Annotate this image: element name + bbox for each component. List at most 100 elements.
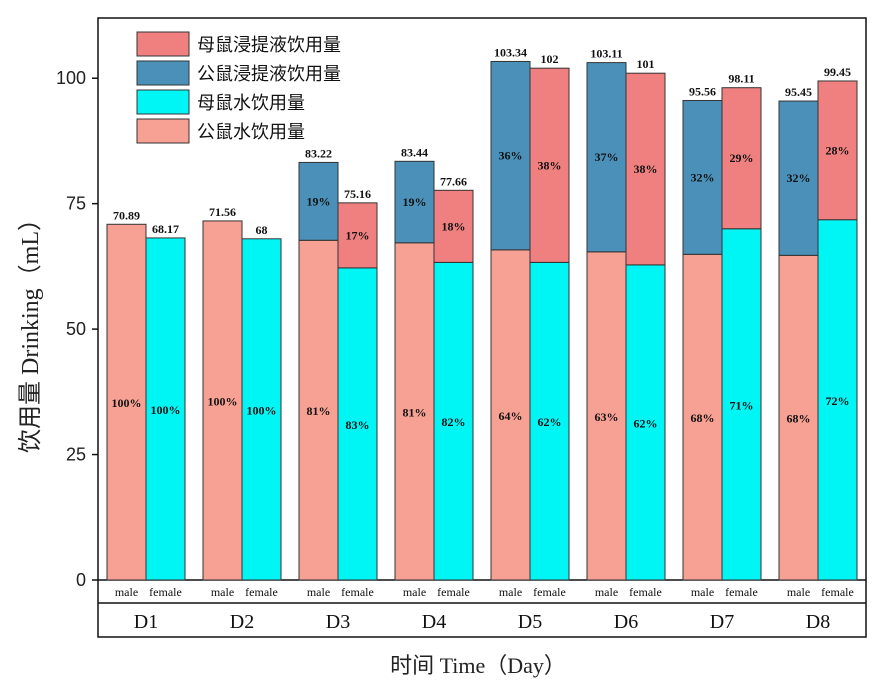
sex-sub-label: female (821, 585, 854, 599)
water-percent-label: 81% (403, 405, 427, 419)
water-percent-label: 71% (730, 398, 754, 412)
bar-total-label: 103.11 (590, 47, 622, 61)
sex-sub-label: male (211, 585, 234, 599)
y-tick-label: 25 (66, 445, 86, 465)
bar-water-female (817, 219, 858, 581)
bar-water-male (394, 242, 435, 581)
legend-swatch (136, 89, 190, 115)
extract-percent-label: 19% (403, 195, 427, 209)
day-category-label: D5 (518, 611, 542, 633)
day-category-label: D4 (422, 611, 446, 633)
bar-extract-female (721, 87, 762, 230)
water-percent-label: 64% (499, 409, 523, 423)
sex-sub-label: male (691, 585, 714, 599)
bar-total-label: 99.45 (824, 65, 851, 79)
extract-percent-label: 18% (442, 219, 466, 233)
sex-sub-label: female (725, 585, 758, 599)
extract-percent-label: 29% (730, 151, 754, 165)
water-percent-label: 62% (634, 416, 658, 430)
legend-entry-label: 公鼠水饮用量 (197, 122, 305, 143)
extract-percent-label: 32% (787, 171, 811, 185)
bar-water-male (202, 220, 243, 581)
x-axis-label: 时间 Time（Day） (390, 653, 566, 678)
day-category-label: D6 (614, 611, 638, 633)
water-percent-label: 100% (112, 396, 142, 410)
bar-total-label: 70.89 (113, 208, 140, 222)
extract-percent-label: 19% (307, 194, 331, 208)
sex-sub-label: female (437, 585, 470, 599)
water-percent-label: 62% (538, 415, 562, 429)
legend-swatch (136, 118, 190, 144)
sex-sub-label: female (629, 585, 662, 599)
bar-extract-male (490, 60, 531, 251)
water-percent-label: 100% (208, 394, 238, 408)
legend-entry-label: 公鼠浸提液饮用量 (197, 64, 341, 85)
x-axis: male female male female male female male female… (115, 585, 854, 633)
bar-extract-female (337, 202, 378, 269)
legend-entry-label: 母鼠浸提液饮用量 (197, 35, 341, 56)
day-category-label: D8 (806, 611, 830, 633)
bar-total-label: 95.56 (689, 84, 716, 98)
legend-swatch (136, 31, 190, 57)
y-axis: 0 25 50 75 100 (56, 68, 98, 590)
sex-sub-label: male (115, 585, 138, 599)
bar-water-male (586, 251, 627, 581)
extract-percent-label: 38% (634, 162, 658, 176)
bar-extract-female (817, 80, 858, 221)
legend-swatch (136, 60, 190, 86)
legend-entry-label: 母鼠水饮用量 (197, 93, 305, 114)
bar-water-female (241, 238, 282, 581)
water-percent-label: 63% (595, 410, 619, 424)
day-category-label: D7 (710, 611, 734, 633)
extract-percent-label: 36% (499, 149, 523, 163)
water-percent-label: 81% (307, 404, 331, 418)
bar-total-label: 68 (256, 223, 268, 237)
bar-water-female (145, 237, 186, 581)
sex-sub-label: female (149, 585, 182, 599)
bar-water-male (490, 249, 531, 581)
bar-total-label: 83.44 (401, 145, 428, 159)
water-percent-label: 83% (346, 418, 370, 432)
bar-labels: 70.89 100% 68.17 100% 71.56 100% 68 100% 83.22 81… (112, 45, 852, 432)
sex-sub-label: female (341, 585, 374, 599)
bar-total-label: 103.34 (494, 45, 527, 59)
sex-sub-label: male (787, 585, 810, 599)
bar-total-label: 95.45 (785, 85, 812, 99)
bar-total-label: 102 (541, 52, 559, 66)
extract-percent-label: 37% (595, 150, 619, 164)
sex-sub-label: male (499, 585, 522, 599)
day-category-label: D2 (230, 611, 254, 633)
bar-extract-female (625, 72, 666, 266)
plot-border (97, 17, 867, 638)
bar-water-female (721, 228, 762, 581)
bar-total-label: 75.16 (344, 187, 371, 201)
extract-percent-label: 17% (346, 228, 370, 242)
y-axis-label: 饮用量 Drinking（mL） (17, 207, 44, 453)
bar-total-label: 71.56 (209, 205, 236, 219)
bar-total-label: 83.22 (305, 146, 332, 160)
water-percent-label: 100% (151, 403, 181, 417)
bar-total-label: 77.66 (440, 174, 467, 188)
water-percent-label: 68% (787, 412, 811, 426)
day-category-label: D1 (134, 611, 158, 633)
sex-sub-label: male (595, 585, 618, 599)
bar-extract-female (433, 189, 474, 263)
bar-extract-male (778, 100, 819, 256)
water-percent-label: 100% (247, 403, 277, 417)
bar-extract-male (298, 161, 339, 241)
bar-extract-male (682, 99, 723, 255)
bar-total-label: 98.11 (728, 72, 754, 86)
extract-percent-label: 38% (538, 158, 562, 172)
bar-extract-female (529, 67, 570, 263)
sex-sub-label: female (245, 585, 278, 599)
bar-extract-male (586, 62, 627, 253)
extract-percent-label: 28% (826, 143, 850, 157)
sex-sub-label: female (533, 585, 566, 599)
water-percent-label: 72% (826, 394, 850, 408)
bar-water-male (106, 223, 147, 581)
extract-percent-label: 32% (691, 170, 715, 184)
bar-water-female (529, 261, 570, 581)
y-tick-label: 75 (66, 194, 86, 214)
